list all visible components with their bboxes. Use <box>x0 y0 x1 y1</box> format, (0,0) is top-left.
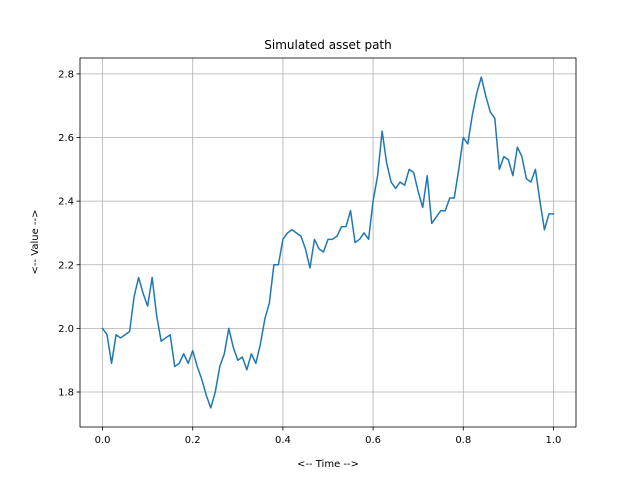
x-tick-label: 0.2 <box>185 435 201 446</box>
x-axis-ticks: 0.0 0.2 0.4 0.6 0.8 1.0 <box>95 427 562 446</box>
plot-frame <box>79 57 577 428</box>
x-tick-label: 1.0 <box>546 435 562 446</box>
x-tick-label: 0.0 <box>95 435 111 446</box>
y-tick-label: 1.8 <box>58 388 74 399</box>
y-tick-label: 2.2 <box>58 260 74 271</box>
grid <box>80 58 576 427</box>
y-tick-label: 2.4 <box>58 197 74 208</box>
y-axis-label: <-- Value --> <box>30 209 41 274</box>
y-tick-label: 2.6 <box>58 133 74 144</box>
x-tick-label: 0.8 <box>455 435 471 446</box>
chart-title: Simulated asset path <box>264 38 392 52</box>
y-axis-ticks: 1.8 2.0 2.2 2.4 2.6 2.8 <box>58 70 80 399</box>
x-tick-label: 0.6 <box>365 435 381 446</box>
x-tick-label: 0.4 <box>275 435 291 446</box>
series-line <box>101 76 555 409</box>
y-tick-label: 2.8 <box>58 70 74 81</box>
x-axis-label: <-- Time --> <box>297 459 359 470</box>
y-tick-label: 2.0 <box>58 324 74 335</box>
